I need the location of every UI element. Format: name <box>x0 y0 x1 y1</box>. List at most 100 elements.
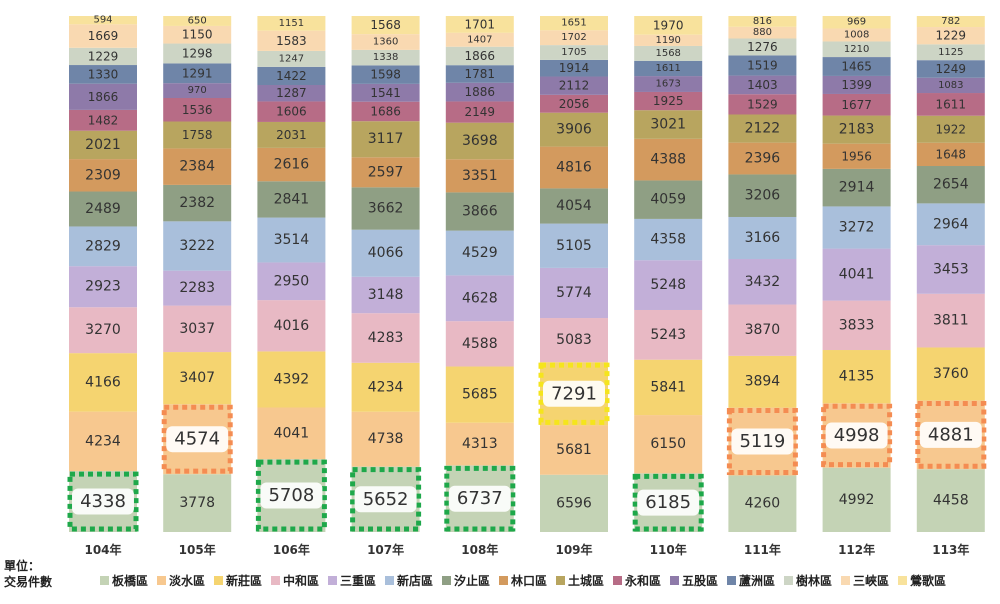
legend-label: 新莊區 <box>226 573 262 588</box>
bar-segment <box>634 180 703 219</box>
x-tick-label: 105年 <box>179 542 216 557</box>
data-label: 1568 <box>655 48 680 59</box>
data-label: 1541 <box>370 86 401 100</box>
data-label: 1008 <box>844 29 869 40</box>
legend: 板橋區 淡水區 新莊區 中和區 三重區 新店區 汐止區 林口區 土城區 永和區 五股區 蘆洲區 樹林區 三… <box>100 573 946 588</box>
legend-label: 板橋區 <box>112 573 148 588</box>
bar-segment <box>634 309 703 360</box>
data-label: 1651 <box>561 18 586 29</box>
bar-segment <box>351 157 420 188</box>
bar-segment <box>822 28 891 42</box>
data-label: 6150 <box>650 436 686 452</box>
bar-segment <box>351 34 420 50</box>
highlight-box <box>538 362 610 425</box>
data-label: 3270 <box>85 322 121 338</box>
legend-swatch <box>328 576 337 585</box>
unit-value: 交易件數 <box>4 574 52 589</box>
data-label: 1151 <box>279 18 304 29</box>
bar-segment <box>822 248 891 301</box>
bar-segment <box>634 91 703 111</box>
legend-swatch <box>157 576 166 585</box>
data-label: 1482 <box>88 113 119 127</box>
bar-segment <box>445 82 514 102</box>
bar-segment <box>916 27 985 45</box>
data-label: 4059 <box>650 192 686 208</box>
bar-segment <box>822 143 891 169</box>
data-label: 1781 <box>465 67 496 81</box>
data-label: 2031 <box>276 128 307 142</box>
bar-segment <box>822 57 891 76</box>
data-label: 2654 <box>933 177 969 193</box>
data-label: 2396 <box>745 151 781 167</box>
bar-segment <box>445 159 514 193</box>
data-label: 1465 <box>841 59 872 73</box>
x-tick-label: 106年 <box>273 542 310 557</box>
legend-label: 土城區 <box>568 573 604 588</box>
data-label: 5774 <box>556 285 592 301</box>
legend-label: 汐止區 <box>454 573 490 588</box>
data-label: 3432 <box>745 274 781 290</box>
bar-segment <box>163 43 232 64</box>
legend-swatch <box>670 576 679 585</box>
data-label: 4881 <box>928 424 974 445</box>
legend-label: 樹林區 <box>796 573 832 588</box>
x-tick-label: 109年 <box>555 542 592 557</box>
bar-segment <box>163 25 232 44</box>
bar-segment <box>728 55 797 76</box>
data-label: 3811 <box>933 313 969 329</box>
data-label: 1083 <box>938 80 963 91</box>
data-label: 4998 <box>834 425 880 446</box>
highlight-box <box>915 400 987 469</box>
data-label: 1866 <box>465 49 496 63</box>
bar-segment <box>351 313 420 363</box>
bar-segment <box>916 469 985 532</box>
data-label: 3272 <box>839 220 875 236</box>
data-label: 4388 <box>650 152 686 168</box>
bar-segment <box>69 47 137 66</box>
bar-segment <box>257 16 326 31</box>
data-label: 3351 <box>462 168 498 184</box>
data-label: 2112 <box>559 79 590 93</box>
data-label: 4041 <box>839 267 875 283</box>
legend-swatch <box>214 576 223 585</box>
legend-swatch <box>556 576 565 585</box>
highlight-label-bg <box>72 488 134 515</box>
data-label: 2616 <box>274 157 310 173</box>
data-label: 2950 <box>274 273 310 289</box>
data-label: 2309 <box>85 167 121 183</box>
data-label: 1677 <box>841 98 872 112</box>
data-label: 4588 <box>462 336 498 352</box>
bar-segment <box>822 16 891 29</box>
data-label: 1247 <box>279 53 304 64</box>
highlight-label-bg <box>637 489 700 516</box>
data-label: 1914 <box>559 61 590 75</box>
bar-segment <box>822 467 891 532</box>
bar-segment <box>916 60 985 78</box>
data-label: 3894 <box>745 374 781 390</box>
data-label: 1606 <box>276 105 307 119</box>
data-label: 1298 <box>182 46 213 60</box>
data-label: 1922 <box>936 122 967 136</box>
x-tick-label: 112年 <box>838 542 875 557</box>
data-label: 1598 <box>370 68 401 82</box>
bar-segment <box>728 38 797 56</box>
legend-label: 中和區 <box>283 573 319 588</box>
data-label: 1330 <box>88 67 119 81</box>
data-label: 5708 <box>268 485 314 506</box>
bar-segment <box>916 166 985 204</box>
bar-segment <box>257 262 326 301</box>
legend-swatch <box>100 576 109 585</box>
bar-segment <box>540 16 608 31</box>
bar-segment <box>540 94 608 113</box>
unit-label: 單位： <box>4 558 40 573</box>
bar-segment <box>728 304 797 356</box>
bar-segment <box>351 83 420 102</box>
bar-segment <box>634 45 703 61</box>
data-label: 1583 <box>276 34 307 48</box>
bar-segment <box>257 50 326 67</box>
legend-swatch <box>442 576 451 585</box>
data-label: 1611 <box>936 97 967 111</box>
bar-segment <box>257 351 326 408</box>
data-label: 3407 <box>179 370 215 386</box>
data-label: 5652 <box>363 489 409 510</box>
